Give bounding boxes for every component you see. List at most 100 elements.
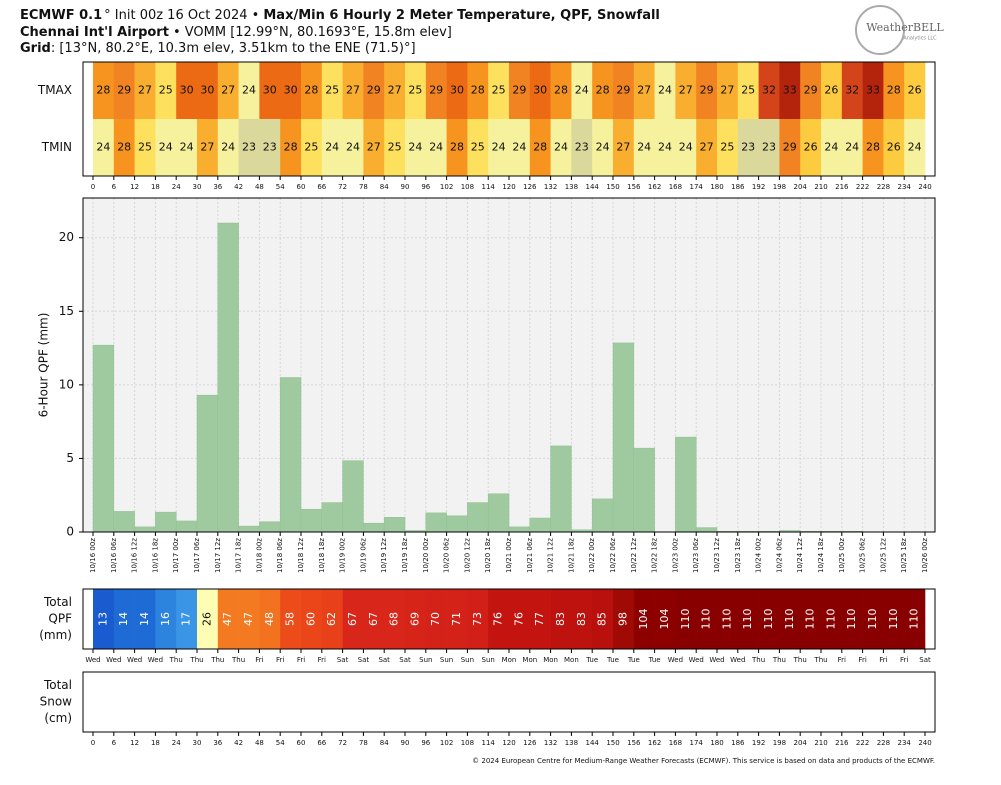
cell — [633, 119, 655, 176]
bar — [92, 344, 115, 533]
value-label: 24 — [512, 141, 526, 154]
cell — [93, 62, 115, 119]
value-label: 29 — [616, 84, 630, 97]
cell — [93, 589, 115, 649]
cell — [217, 589, 239, 649]
cell — [717, 62, 739, 119]
x-tick-label: Thu — [772, 656, 786, 664]
x-tick-label: 30 — [193, 183, 202, 191]
value-label: 110 — [783, 609, 796, 630]
x-tick-label: Thu — [169, 656, 183, 664]
value-label: 24 — [492, 141, 506, 154]
value-label: 25 — [720, 141, 734, 154]
cell — [571, 62, 593, 119]
value-label: 29 — [512, 84, 526, 97]
value-label: 70 — [429, 612, 442, 626]
cell — [467, 62, 489, 119]
cell — [883, 62, 905, 119]
x-tick-label: 210 — [814, 739, 827, 747]
x-tick-label: 84 — [380, 183, 389, 191]
value-label: 110 — [824, 609, 837, 630]
bar — [321, 502, 343, 533]
cell — [696, 119, 718, 176]
cell — [363, 589, 385, 649]
cell — [113, 62, 135, 119]
x-tick-label: Tue — [606, 656, 619, 664]
x-tick-label: Fri — [838, 656, 846, 664]
value-label: 23 — [263, 141, 277, 154]
y-tick-label: 10 — [59, 377, 74, 391]
x-tick-label: 42 — [234, 739, 243, 747]
row-label: (mm) — [39, 628, 72, 642]
x-tick-label: 6 — [112, 183, 117, 191]
value-label: 68 — [388, 612, 401, 626]
value-label: 24 — [346, 141, 360, 154]
cell — [134, 119, 156, 176]
bar — [342, 460, 364, 533]
cell — [571, 119, 593, 176]
cell — [134, 589, 156, 649]
x-tick-label: 186 — [731, 739, 745, 747]
value-label: 13 — [96, 612, 109, 626]
x-tick-label: 162 — [648, 739, 661, 747]
value-label: 48 — [263, 612, 276, 626]
cell — [862, 589, 884, 649]
x-tick-label: 36 — [213, 739, 222, 747]
x-tick-label: Tue — [648, 656, 661, 664]
cell — [758, 589, 780, 649]
x-tick-label: 10/22 00z — [588, 538, 596, 573]
x-tick-label: Thu — [813, 656, 827, 664]
bar — [279, 377, 302, 533]
value-label: 24 — [845, 141, 859, 154]
value-label: 25 — [492, 84, 506, 97]
x-tick-label: 10/24 12z — [796, 538, 804, 573]
x-tick-label: 192 — [752, 183, 765, 191]
x-tick-label: 10/17 18z — [235, 538, 243, 573]
value-label: 29 — [700, 84, 714, 97]
cell — [113, 119, 135, 176]
x-tick-label: 78 — [359, 739, 368, 747]
x-tick-label: 48 — [255, 183, 264, 191]
x-tick-label: Sun — [461, 656, 474, 664]
row-label: Total — [43, 595, 72, 609]
cell — [904, 62, 926, 119]
cell — [176, 589, 198, 649]
cell — [405, 119, 427, 176]
cell — [654, 62, 676, 119]
value-label: 24 — [637, 141, 651, 154]
cell — [613, 589, 635, 649]
x-tick-label: Mon — [543, 656, 558, 664]
value-label: 25 — [408, 84, 422, 97]
row-label: TMIN — [41, 140, 72, 154]
value-label: 24 — [908, 141, 922, 154]
x-tick-label: 102 — [440, 183, 453, 191]
value-label: 83 — [554, 612, 567, 626]
x-tick-label: 204 — [794, 739, 808, 747]
cell — [488, 119, 510, 176]
cell — [904, 119, 926, 176]
cell — [592, 119, 614, 176]
cell — [509, 62, 531, 119]
station: Chennai Int'l Airport — [20, 25, 169, 40]
panel-frame — [82, 671, 936, 733]
value-label: 47 — [242, 612, 255, 626]
x-tick-label: Fri — [900, 656, 908, 664]
x-tick-label: 12 — [130, 739, 139, 747]
value-label: 67 — [346, 612, 359, 626]
value-label: 29 — [783, 141, 797, 154]
value-label: 25 — [159, 84, 173, 97]
x-tick-label: 66 — [317, 739, 326, 747]
value-label: 27 — [637, 84, 651, 97]
cell — [363, 62, 385, 119]
value-label: 23 — [242, 141, 256, 154]
x-tick-label: Wed — [148, 656, 163, 664]
cell — [238, 119, 260, 176]
value-label: 25 — [325, 84, 339, 97]
value-label: 27 — [367, 141, 381, 154]
cell — [155, 589, 177, 649]
row-label: TMAX — [37, 83, 72, 97]
x-tick-label: 10/25 18z — [900, 538, 908, 573]
value-label: 30 — [180, 84, 194, 97]
station-details: • VOMM [12.99°N, 80.1693°E, 15.8m elev] — [173, 25, 452, 40]
value-label: 24 — [408, 141, 422, 154]
